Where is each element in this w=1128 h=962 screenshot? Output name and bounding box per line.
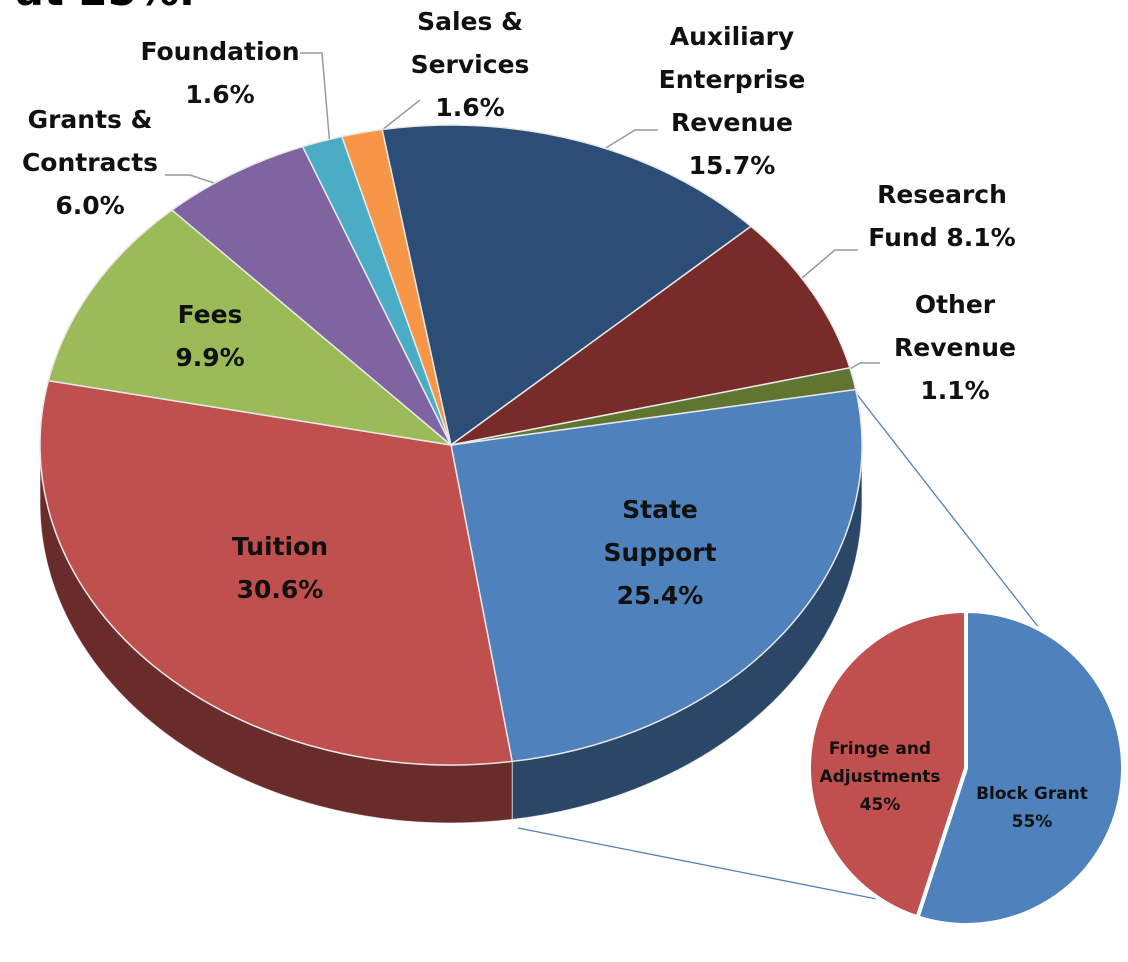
slice-name: State Support (603, 495, 717, 567)
slice-label: Other Revenue 1.1% (890, 283, 1020, 412)
sub-pie (807, 608, 1125, 927)
slice-name: Block Grant (976, 784, 1088, 804)
slice (170, 145, 452, 446)
leader-line (300, 52, 333, 171)
slice-name: Sales & Services (410, 7, 530, 79)
slice-label: Auxiliary Enterprise Revenue 15.7% (632, 15, 832, 187)
slice-name: Tuition (231, 532, 329, 561)
leader-line (789, 249, 858, 289)
slice-label: Block Grant 55% (957, 780, 1107, 836)
slice-value: 1.6% (435, 93, 505, 122)
slice-value: 8.1% (946, 223, 1016, 252)
slice-name: Fringe and Adjustments (819, 739, 941, 787)
slice-value: 1.1% (920, 376, 990, 405)
slice-name: Auxiliary Enterprise Revenue (658, 22, 806, 137)
slice-value: 45% (859, 795, 901, 815)
slice-value: 25.4% (616, 581, 704, 610)
slice-label: State Support 25.4% (585, 488, 735, 617)
slice-value: 6.0% (55, 191, 125, 220)
slice (914, 608, 1125, 927)
slice-label: Tuition 30.6% (195, 525, 365, 611)
connector-lines (517, 382, 1051, 907)
slice-name: Other Revenue (893, 290, 1016, 362)
slice-value: 30.6% (236, 575, 324, 604)
slice (39, 379, 514, 766)
connector-line (847, 382, 1051, 643)
slice-name: Foundation (140, 37, 300, 66)
slice (807, 608, 968, 920)
pie-tops (39, 124, 863, 766)
slice-name: Grants & Contracts (21, 105, 159, 177)
slice (450, 388, 863, 763)
connector-line (517, 827, 913, 907)
slice-label: Foundation 1.6% (135, 30, 305, 116)
slice-label: Fringe and Adjustments 45% (810, 735, 950, 819)
slice-value: 1.6% (185, 80, 255, 109)
slice-value: 15.7% (688, 151, 776, 180)
slice-name: Fees (177, 300, 243, 329)
slice-name: Research Fund (868, 180, 1007, 252)
slice-label: Sales & Services 1.6% (400, 0, 540, 129)
slice-value: 9.9% (175, 343, 245, 372)
slice (47, 209, 454, 447)
chart-title: rt at 25%. (0, 0, 195, 15)
slice (450, 225, 851, 446)
slice-value: 55% (1011, 812, 1053, 832)
slice-label: Fees 9.9% (150, 293, 270, 379)
slice-label: Grants & Contracts 6.0% (5, 98, 175, 227)
slice (450, 366, 857, 446)
slice (381, 124, 753, 447)
slice-label: Research Fund 8.1% (847, 173, 1037, 259)
